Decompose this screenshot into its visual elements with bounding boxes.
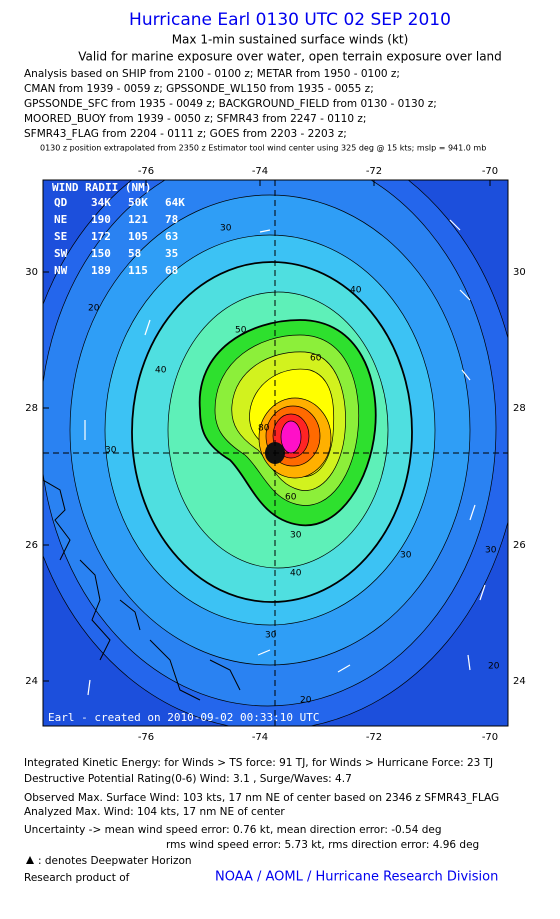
- wind-field: [43, 180, 508, 726]
- radii-table: WIND RADII (NM) QD 34K 50K 64K NE 190 121 78 SE 17…: [52, 181, 185, 277]
- radii-title: WIND RADII (NM): [52, 181, 151, 194]
- source-line: GPSSONDE_SFC from 1935 - 0049 z; BACKGRO…: [24, 98, 437, 110]
- contour-label: 50: [235, 326, 247, 336]
- footer-line: rms wind speed error: 5.73 kt, rms direc…: [166, 839, 479, 851]
- x-tick-label: -76: [138, 732, 154, 743]
- y-tick-label: 30: [25, 267, 38, 278]
- radii-cell: 189: [91, 264, 111, 277]
- contour-label: 30: [290, 531, 302, 541]
- radii-cell: 190: [91, 213, 111, 226]
- radii-cell: QD: [54, 196, 68, 209]
- y-tick-label: 28: [25, 403, 38, 414]
- contour-label: 60: [285, 493, 297, 503]
- y-tick-label: 24: [25, 676, 38, 687]
- footer-line: Destructive Potential Rating(0-6) Wind: …: [24, 773, 352, 785]
- radii-cell: SE: [54, 230, 67, 243]
- x-tick-label: -70: [482, 732, 498, 743]
- y-tick-label: 26: [25, 540, 38, 551]
- footer-line: Observed Max. Surface Wind: 103 kts, 17 …: [24, 792, 499, 804]
- source-line: Analysis based on SHIP from 2100 - 0100 …: [24, 68, 400, 80]
- crosshair: [43, 180, 508, 726]
- contour: [280, 420, 302, 454]
- y-tick-label: 26: [513, 540, 526, 551]
- y-tick-label: 30: [513, 267, 526, 278]
- contour-label: 30: [265, 631, 277, 641]
- subtitle: Max 1-min sustained surface winds (kt): [172, 33, 409, 47]
- contour-labels: 30 40 50 60 80 30 40 60 20 30 40 30 20 3…: [88, 224, 500, 706]
- footer-line: Uncertainty -> mean wind speed error: 0.…: [24, 824, 442, 836]
- research: Research product of: [24, 872, 130, 884]
- contour-label: 20: [88, 304, 100, 314]
- source-line: SFMR43_FLAG from 2204 - 0111 z; GOES fro…: [24, 128, 347, 140]
- y-tick-label: 24: [513, 676, 526, 687]
- contour-label: 80: [258, 424, 270, 434]
- contour-label: 40: [155, 366, 167, 376]
- wind-arrows: [84, 219, 486, 696]
- radii-cell: SW: [54, 247, 68, 260]
- position-note: 0130 z position extrapolated from 2350 z…: [40, 144, 486, 153]
- credit: Earl - created on 2010-09-02 00:33:10 UT…: [48, 711, 320, 724]
- x-tick-label: -72: [366, 166, 382, 177]
- contour-label: 20: [488, 662, 500, 672]
- org: NOAA / AOML / Hurricane Research Divisio…: [215, 870, 498, 885]
- radii-cell: 35: [165, 247, 178, 260]
- legend: : denotes Deepwater Horizon: [38, 855, 192, 867]
- footer: Integrated Kinetic Energy: for Winds > T…: [24, 757, 499, 885]
- contour-label: 40: [290, 569, 302, 579]
- radii-cell: 68: [165, 264, 178, 277]
- land: [43, 479, 241, 701]
- contour-label: 30: [485, 546, 497, 556]
- radii-cell: 63: [165, 230, 178, 243]
- title: Hurricane Earl 0130 UTC 02 SEP 2010: [129, 10, 451, 30]
- contour-label: 30: [220, 224, 232, 234]
- y-tick-label: 28: [513, 403, 526, 414]
- radii-cell: 121: [128, 213, 148, 226]
- radii-cell: 34K: [91, 196, 111, 209]
- x-tick-label: -70: [482, 166, 498, 177]
- axis-labels: -76 -76 -74 -74 -72 -72 -70 -70 30 30 28 28 26 26 24 24: [25, 166, 525, 743]
- contour-label: 60: [310, 354, 322, 364]
- footer-line: Analyzed Max. Wind: 104 kts, 17 nm NE of…: [24, 806, 285, 818]
- source-line: CMAN from 1939 - 0059 z; GPSSONDE_WL150 …: [24, 83, 374, 95]
- contour-label: 40: [350, 286, 362, 296]
- deepwater-icon: [26, 856, 34, 864]
- radii-cell: NW: [54, 264, 68, 277]
- radii-cell: 115: [128, 264, 148, 277]
- x-tick-label: -76: [138, 166, 154, 177]
- map-frame: [42, 179, 509, 727]
- sources: Analysis based on SHIP from 2100 - 0100 …: [24, 68, 437, 140]
- radii-cell: 150: [91, 247, 111, 260]
- contour-label: 30: [400, 551, 412, 561]
- contour-label: 20: [300, 696, 312, 706]
- x-tick-label: -74: [252, 732, 268, 743]
- source-line: MOORED_BUOY from 1939 - 0050 z; SFMR43 f…: [24, 113, 366, 125]
- radii-cell: 50K: [128, 196, 148, 209]
- radii-cell: 58: [128, 247, 141, 260]
- validity: Valid for marine exposure over water, op…: [78, 50, 502, 64]
- radii-cell: 172: [91, 230, 111, 243]
- radii-cell: 78: [165, 213, 178, 226]
- radii-cell: NE: [54, 213, 67, 226]
- radii-cell: 64K: [165, 196, 185, 209]
- x-tick-label: -74: [252, 166, 268, 177]
- x-tick-label: -72: [366, 732, 382, 743]
- footer-line: Integrated Kinetic Energy: for Winds > T…: [24, 757, 493, 769]
- radii-cell: 105: [128, 230, 148, 243]
- contour-label: 30: [105, 446, 117, 456]
